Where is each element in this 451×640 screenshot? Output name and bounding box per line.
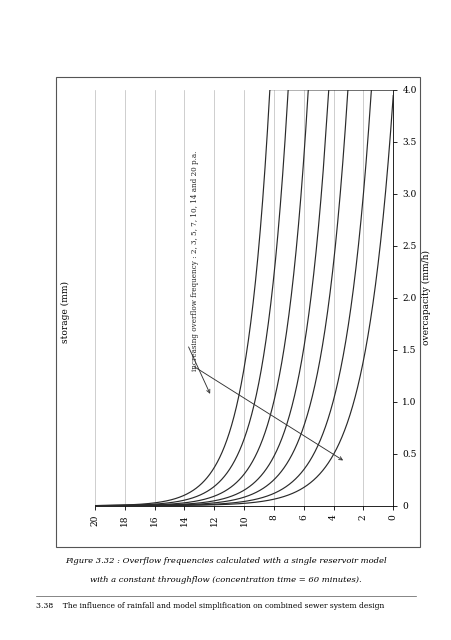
Text: 3.38    The influence of rainfall and model simplification on combined sewer sys: 3.38 The influence of rainfall and model… [36,602,384,609]
Text: with a constant throughflow (concentration time = 60 minutes).: with a constant throughflow (concentrati… [90,576,361,584]
Text: increasing overflow frequency : 2, 3, 5, 7, 10, 14 and 20 p.a.: increasing overflow frequency : 2, 3, 5,… [190,151,198,371]
Text: Figure 3.32 : Overflow frequencies calculated with a single reservoir model: Figure 3.32 : Overflow frequencies calcu… [65,557,386,564]
Text: storage (mm): storage (mm) [61,281,70,343]
Y-axis label: overcapacity (mm/h): overcapacity (mm/h) [421,250,431,345]
